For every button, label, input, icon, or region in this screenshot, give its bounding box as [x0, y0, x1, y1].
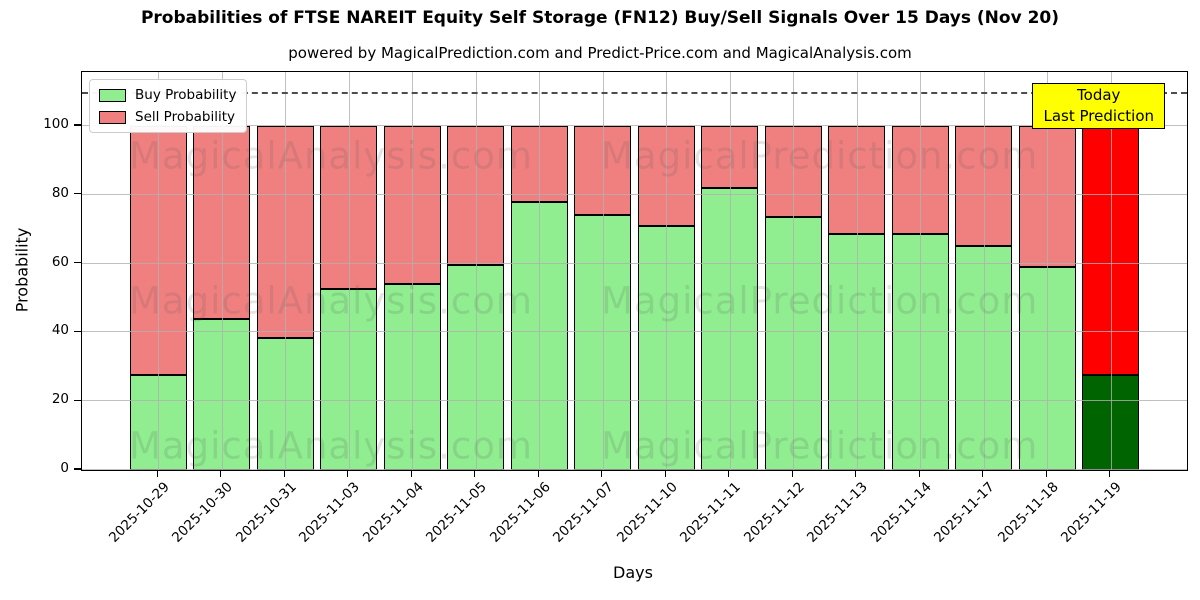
x-tick-label: 2025-10-30	[169, 479, 237, 546]
buy-swatch-icon	[99, 88, 126, 102]
x-tick-mark	[918, 470, 920, 477]
bar-segment-sell	[637, 126, 695, 226]
threshold-dashed-line	[82, 91, 1187, 94]
bar-segment-buy	[1018, 267, 1076, 470]
y-tick-mark	[74, 399, 81, 401]
x-tick-mark	[791, 470, 793, 477]
y-tick-label: 0	[60, 460, 69, 476]
x-tick-mark	[220, 470, 222, 477]
bar-segment-buy	[447, 265, 505, 470]
x-tick-label: 2025-11-13	[804, 479, 872, 546]
bar-segment-buy	[320, 289, 378, 470]
bar-segment-sell-today	[1082, 126, 1140, 376]
bar-segment-sell	[447, 126, 505, 266]
chart-subtitle: powered by MagicalPrediction.com and Pre…	[288, 44, 912, 62]
bar-segment-sell	[510, 126, 568, 202]
x-tick-mark	[347, 470, 349, 477]
bar-segment-buy	[828, 234, 886, 470]
legend-item-sell: Sell Probability	[99, 109, 236, 125]
y-tick-mark	[74, 193, 81, 195]
bar-segment-buy	[637, 225, 695, 470]
x-tick-mark	[982, 470, 984, 477]
bar-segment-sell	[1018, 126, 1076, 268]
today-annotation: Today Last Prediction	[1032, 83, 1165, 129]
x-tick-label: 2025-11-07	[550, 479, 618, 546]
x-tick-mark	[537, 470, 539, 477]
today-annotation-line2: Last Prediction	[1043, 107, 1154, 125]
bar-segment-buy	[383, 284, 441, 470]
bar-segment-sell	[320, 126, 378, 290]
x-tick-mark	[283, 470, 285, 477]
x-tick-label: 2025-11-12	[740, 479, 808, 546]
bar-segment-buy-today	[1082, 375, 1140, 470]
legend: Buy Probability Sell Probability	[89, 79, 248, 133]
x-tick-label: 2025-11-19	[1058, 479, 1126, 546]
y-tick-mark	[74, 261, 81, 264]
y-tick-label: 60	[51, 253, 69, 270]
bar-segment-sell	[383, 126, 441, 285]
x-tick-mark	[855, 470, 857, 477]
x-tick-label: 2025-11-14	[867, 479, 935, 546]
bar-segment-sell	[955, 126, 1013, 247]
bar-segment-buy	[129, 375, 187, 470]
legend-item-buy: Buy Probability	[99, 87, 236, 103]
y-tick-mark	[74, 330, 81, 333]
x-tick-label: 2025-11-03	[296, 479, 364, 546]
y-tick-label: 100	[43, 116, 69, 132]
bar-segment-buy	[193, 318, 251, 470]
x-tick-label: 2025-11-04	[359, 479, 427, 546]
y-tick-mark	[74, 124, 81, 126]
x-tick-mark	[664, 470, 666, 477]
x-tick-mark	[728, 470, 730, 477]
x-tick-label: 2025-10-31	[232, 479, 300, 546]
sell-swatch-icon	[99, 110, 126, 124]
legend-buy-label: Buy Probability	[135, 87, 237, 103]
x-tick-label: 2025-11-17	[931, 479, 999, 546]
bar-segment-sell	[701, 126, 759, 188]
chart-title: Probabilities of FTSE NAREIT Equity Self…	[140, 8, 1060, 28]
bar-segment-sell	[574, 126, 632, 216]
bar-segment-sell	[256, 126, 314, 338]
bar-segment-buy	[955, 246, 1013, 470]
x-tick-mark	[601, 470, 603, 477]
bar-segment-sell	[764, 126, 822, 218]
y-tick-label: 80	[51, 184, 69, 201]
y-tick-mark	[74, 468, 81, 470]
x-tick-mark	[1045, 470, 1047, 477]
bar-segment-sell	[129, 126, 187, 376]
x-tick-mark	[1109, 470, 1111, 477]
bar-segment-sell	[193, 126, 251, 319]
y-tick-label: 40	[51, 322, 69, 339]
y-axis-label: Probability	[12, 227, 32, 313]
bar-segment-buy	[701, 187, 759, 470]
legend-sell-label: Sell Probability	[135, 109, 236, 125]
bar-segment-sell	[891, 126, 949, 235]
x-tick-label: 2025-11-18	[994, 479, 1062, 546]
bar-segment-sell	[828, 126, 886, 235]
bar-segment-buy	[574, 215, 632, 470]
x-tick-mark	[156, 470, 158, 477]
x-tick-label: 2025-11-05	[423, 479, 491, 546]
y-tick-label: 20	[51, 391, 69, 408]
x-tick-label: 2025-11-11	[677, 479, 745, 546]
x-tick-label: 2025-11-06	[486, 479, 554, 546]
x-tick-mark	[474, 470, 476, 477]
x-axis-label: Days	[613, 563, 653, 582]
bar-segment-buy	[891, 234, 949, 470]
x-tick-label: 2025-11-10	[613, 479, 681, 546]
bar-segment-buy	[510, 201, 568, 470]
bar-segment-buy	[256, 337, 314, 470]
bar-segment-buy	[764, 217, 822, 470]
plot-area: MagicalAnalysis.comMagicalPrediction.com…	[81, 71, 1188, 471]
x-tick-mark	[410, 470, 412, 477]
bars-layer	[82, 72, 1187, 470]
x-tick-label: 2025-10-29	[105, 479, 173, 546]
today-annotation-line1: Today	[1077, 86, 1121, 104]
